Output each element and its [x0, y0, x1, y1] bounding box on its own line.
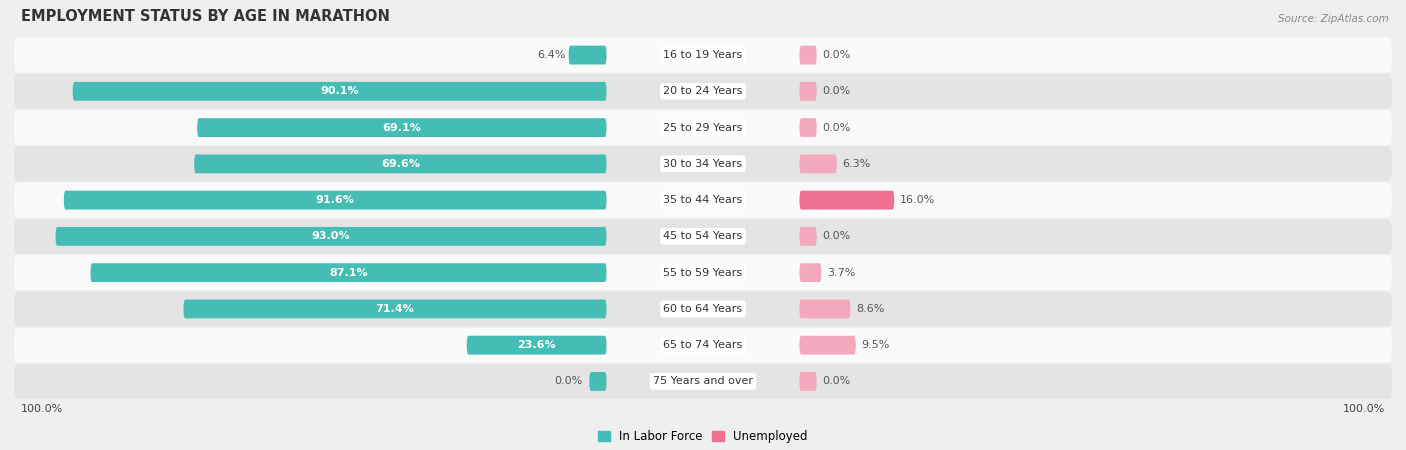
Text: 23.6%: 23.6% [517, 340, 555, 350]
FancyBboxPatch shape [800, 118, 817, 137]
Text: 60 to 64 Years: 60 to 64 Years [664, 304, 742, 314]
Text: 35 to 44 Years: 35 to 44 Years [664, 195, 742, 205]
FancyBboxPatch shape [14, 74, 1392, 109]
FancyBboxPatch shape [90, 263, 606, 282]
FancyBboxPatch shape [800, 154, 837, 173]
Text: 91.6%: 91.6% [316, 195, 354, 205]
FancyBboxPatch shape [568, 45, 606, 64]
Text: EMPLOYMENT STATUS BY AGE IN MARATHON: EMPLOYMENT STATUS BY AGE IN MARATHON [21, 9, 389, 24]
FancyBboxPatch shape [800, 191, 894, 210]
FancyBboxPatch shape [63, 191, 606, 210]
Text: 71.4%: 71.4% [375, 304, 415, 314]
Legend: In Labor Force, Unemployed: In Labor Force, Unemployed [593, 425, 813, 448]
FancyBboxPatch shape [800, 336, 856, 355]
Text: Source: ZipAtlas.com: Source: ZipAtlas.com [1278, 14, 1389, 24]
Text: 9.5%: 9.5% [862, 340, 890, 350]
FancyBboxPatch shape [55, 227, 606, 246]
FancyBboxPatch shape [800, 45, 817, 64]
Text: 93.0%: 93.0% [312, 231, 350, 241]
Text: 45 to 54 Years: 45 to 54 Years [664, 231, 742, 241]
FancyBboxPatch shape [14, 364, 1392, 399]
Text: 100.0%: 100.0% [21, 404, 63, 414]
Text: 3.7%: 3.7% [827, 268, 855, 278]
FancyBboxPatch shape [800, 263, 821, 282]
FancyBboxPatch shape [14, 110, 1392, 145]
Text: 0.0%: 0.0% [823, 50, 851, 60]
FancyBboxPatch shape [197, 118, 606, 137]
Text: 55 to 59 Years: 55 to 59 Years [664, 268, 742, 278]
Text: 6.4%: 6.4% [537, 50, 565, 60]
FancyBboxPatch shape [73, 82, 606, 101]
FancyBboxPatch shape [467, 336, 606, 355]
Text: 69.1%: 69.1% [382, 122, 422, 133]
Text: 0.0%: 0.0% [823, 231, 851, 241]
FancyBboxPatch shape [14, 219, 1392, 254]
Text: 75 Years and over: 75 Years and over [652, 377, 754, 387]
Text: 0.0%: 0.0% [823, 377, 851, 387]
FancyBboxPatch shape [14, 292, 1392, 326]
FancyBboxPatch shape [14, 183, 1392, 217]
Text: 8.6%: 8.6% [856, 304, 884, 314]
FancyBboxPatch shape [14, 38, 1392, 72]
FancyBboxPatch shape [184, 300, 606, 318]
FancyBboxPatch shape [194, 154, 606, 173]
FancyBboxPatch shape [800, 300, 851, 318]
Text: 0.0%: 0.0% [823, 86, 851, 96]
Text: 0.0%: 0.0% [823, 122, 851, 133]
Text: 25 to 29 Years: 25 to 29 Years [664, 122, 742, 133]
Text: 6.3%: 6.3% [842, 159, 870, 169]
FancyBboxPatch shape [14, 255, 1392, 290]
Text: 65 to 74 Years: 65 to 74 Years [664, 340, 742, 350]
Text: 87.1%: 87.1% [329, 268, 368, 278]
FancyBboxPatch shape [800, 82, 817, 101]
Text: 0.0%: 0.0% [554, 377, 582, 387]
Text: 16 to 19 Years: 16 to 19 Years [664, 50, 742, 60]
Text: 16.0%: 16.0% [900, 195, 935, 205]
Text: 20 to 24 Years: 20 to 24 Years [664, 86, 742, 96]
FancyBboxPatch shape [800, 372, 817, 391]
Text: 100.0%: 100.0% [1343, 404, 1385, 414]
FancyBboxPatch shape [800, 227, 817, 246]
Text: 30 to 34 Years: 30 to 34 Years [664, 159, 742, 169]
FancyBboxPatch shape [589, 372, 606, 391]
FancyBboxPatch shape [14, 146, 1392, 181]
Text: 69.6%: 69.6% [381, 159, 420, 169]
Text: 90.1%: 90.1% [321, 86, 359, 96]
FancyBboxPatch shape [14, 328, 1392, 363]
